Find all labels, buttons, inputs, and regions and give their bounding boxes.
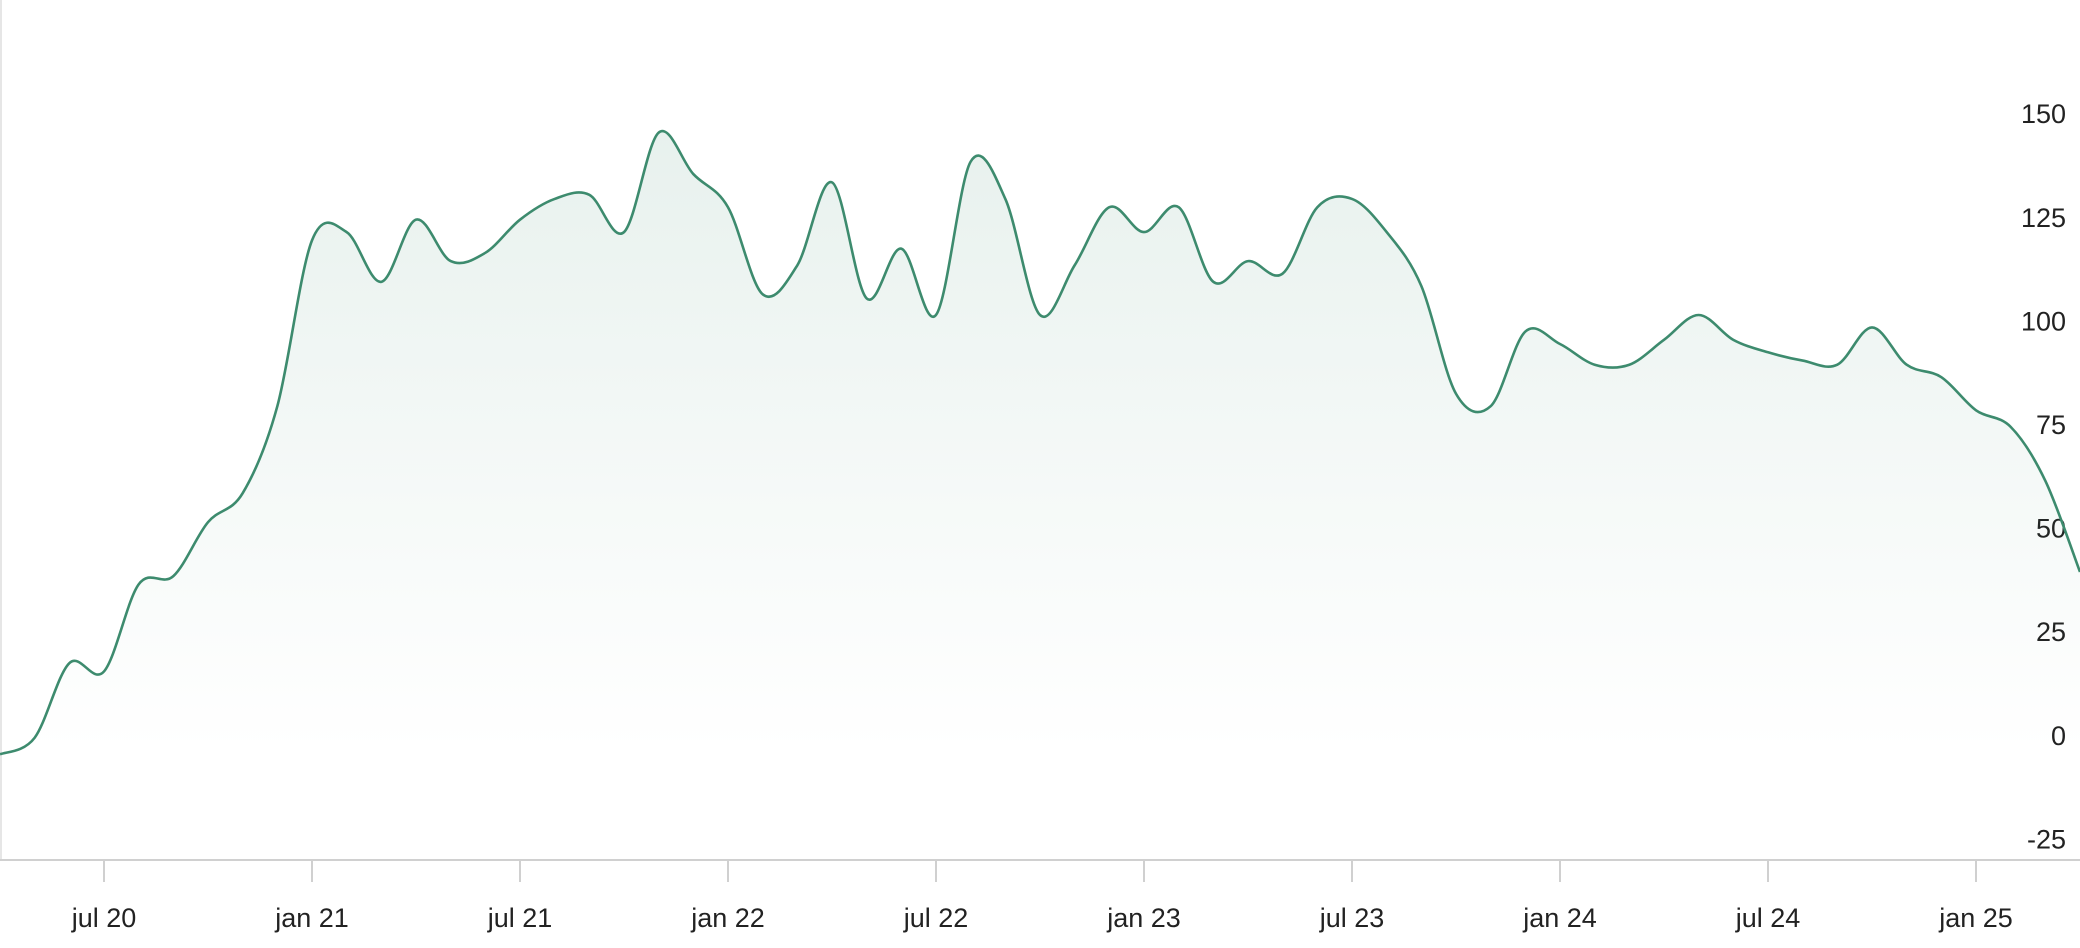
x-tick-label: jan 21 [274,903,349,933]
x-tick-label: jul 20 [71,903,137,933]
area [0,131,2080,860]
y-tick-label: 125 [2021,203,2066,233]
y-tick-label: 150 [2021,99,2066,129]
x-tick-label: jul 21 [487,903,553,933]
x-tick-label: jul 24 [1735,903,1801,933]
x-tick-label: jul 23 [1319,903,1385,933]
x-tick-label: jan 25 [1938,903,2013,933]
x-tick-label: jan 24 [1522,903,1597,933]
line [0,129,2080,756]
x-tick-label: jan 22 [690,903,765,933]
y-tick-label: 100 [2021,306,2066,336]
x-tick-label: jan 23 [1106,903,1181,933]
y-tick-label: 75 [2036,410,2066,440]
x-tick-label: jul 22 [903,903,969,933]
